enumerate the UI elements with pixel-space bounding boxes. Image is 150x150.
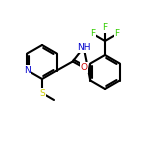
- Text: O: O: [80, 63, 87, 72]
- Text: F: F: [102, 24, 108, 33]
- Text: N: N: [24, 66, 31, 75]
- Text: S: S: [39, 88, 45, 98]
- Text: F: F: [90, 30, 96, 39]
- Text: F: F: [114, 30, 120, 39]
- Text: NH: NH: [77, 43, 90, 52]
